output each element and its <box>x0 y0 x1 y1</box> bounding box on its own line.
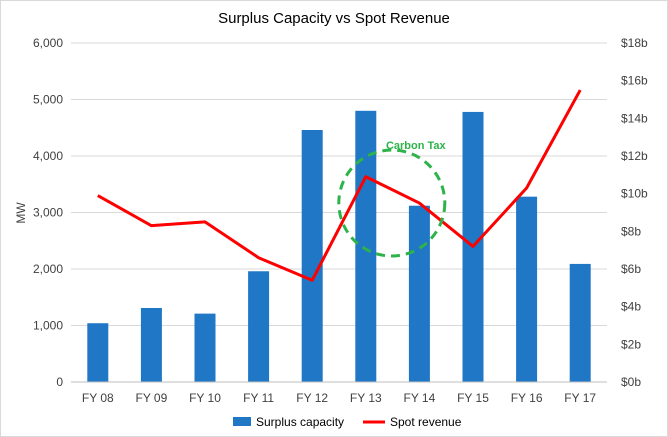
y2-tick-label: $8b <box>621 224 641 238</box>
x-tick-label: FY 09 <box>135 391 167 405</box>
y2-tick-label: $18b <box>621 36 648 50</box>
x-tick-label: FY 13 <box>350 391 382 405</box>
legend-label-surplus-capacity: Surplus capacity <box>256 415 344 429</box>
chart-title: Surplus Capacity vs Spot Revenue <box>218 10 450 27</box>
y2-tick-label: $14b <box>621 111 648 125</box>
bar <box>87 323 109 382</box>
axes: 0 1,000 2,000 3,000 4,000 5,000 6,000 $0b $2b $4b… <box>33 36 648 405</box>
bar <box>301 130 323 382</box>
x-tick-label: FY 14 <box>403 391 435 405</box>
y-tick-label: 4,000 <box>33 149 63 163</box>
y-tick-label: 6,000 <box>33 36 63 50</box>
x-tick-label: FY 12 <box>296 391 328 405</box>
x-tick-label: FY 15 <box>457 391 489 405</box>
bar <box>248 271 270 382</box>
y2-tick-label: $6b <box>621 262 641 276</box>
legend: Surplus capacity Spot revenue <box>233 415 462 429</box>
x-tick-label: FY 11 <box>243 391 274 405</box>
bar <box>569 263 591 382</box>
y2-tick-label: $2b <box>621 337 641 351</box>
y-tick-label: 5,000 <box>33 93 63 107</box>
y-tick-label: 1,000 <box>33 319 63 333</box>
bar-series <box>87 110 591 383</box>
line-series <box>97 89 582 282</box>
bar <box>408 205 430 382</box>
bar <box>516 196 538 382</box>
bar <box>194 313 216 382</box>
x-tick-label: FY 17 <box>564 391 596 405</box>
legend-label-spot-revenue: Spot revenue <box>390 415 462 429</box>
carbon-tax-circle <box>337 148 447 258</box>
legend-swatch-surplus-capacity <box>233 417 251 426</box>
spot-revenue-line <box>97 89 582 282</box>
carbon-tax-label: Carbon Tax <box>386 140 447 152</box>
y-axis-title: MW <box>14 202 28 224</box>
y-tick-label: 2,000 <box>33 262 63 276</box>
y2-tick-label: $10b <box>621 187 648 201</box>
y-tick-label: 0 <box>56 375 63 389</box>
y2-tick-label: $0b <box>621 375 641 389</box>
y2-tick-label: $12b <box>621 149 648 163</box>
bar <box>355 110 377 383</box>
x-tick-label: FY 16 <box>511 391 543 405</box>
x-tick-label: FY 10 <box>189 391 221 405</box>
y-tick-label: 3,000 <box>33 206 63 220</box>
y2-tick-label: $4b <box>621 300 641 314</box>
y2-tick-label: $16b <box>621 74 648 88</box>
annotation-layer: Carbon Tax <box>337 140 447 258</box>
bar <box>140 307 162 382</box>
x-tick-label: FY 08 <box>82 391 114 405</box>
